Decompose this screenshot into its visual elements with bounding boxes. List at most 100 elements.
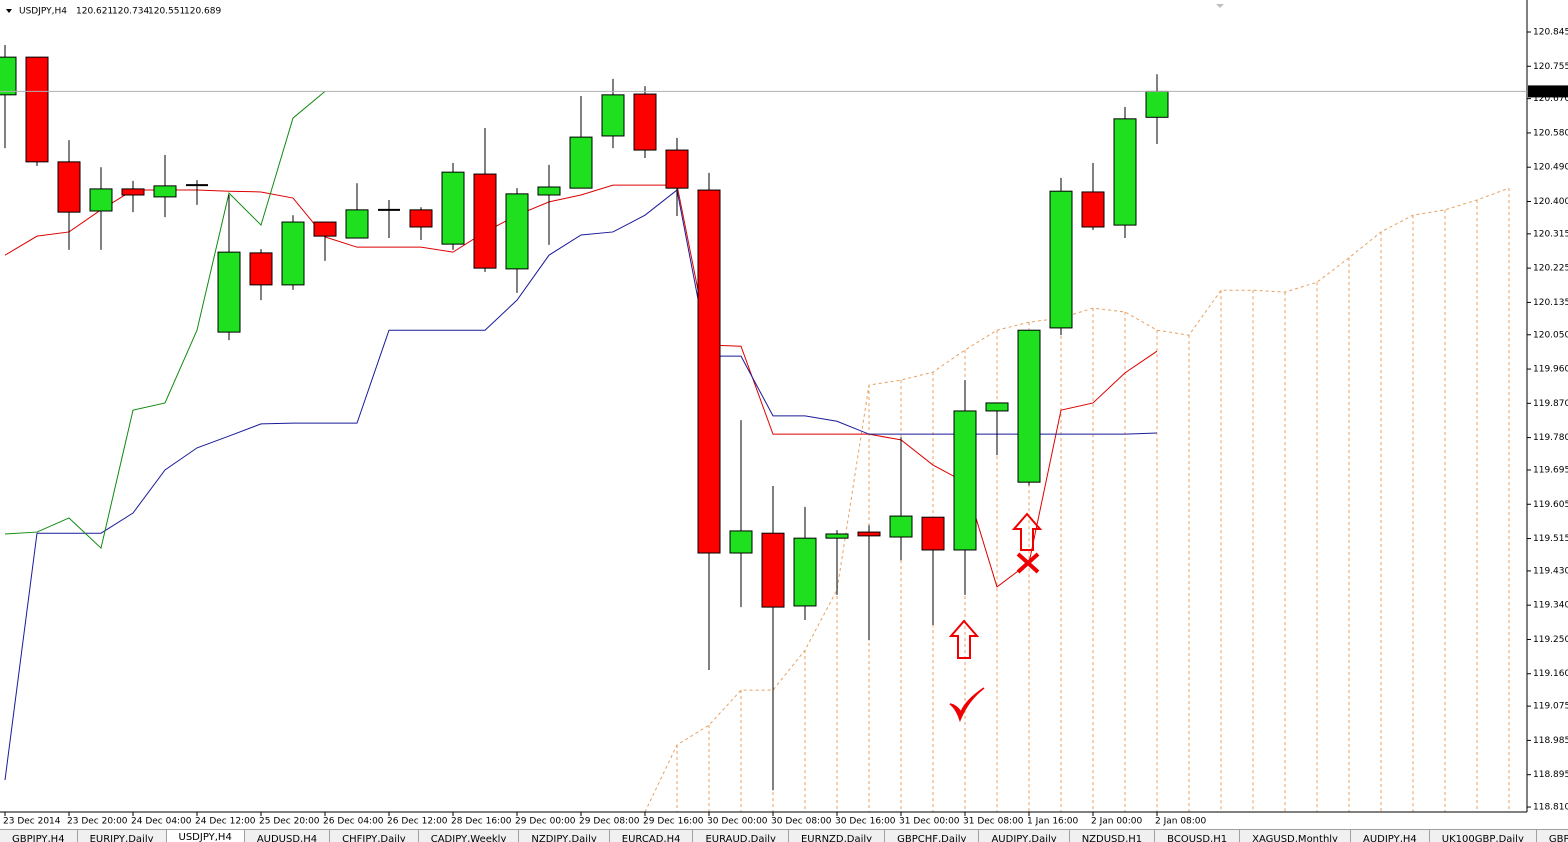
candle-body bbox=[217, 251, 241, 333]
x-tick-label: 31 Dec 00:00 bbox=[899, 817, 960, 827]
candle-body bbox=[313, 221, 337, 237]
tab[interactable]: EURNZD,Daily bbox=[789, 830, 886, 842]
candle-body bbox=[697, 189, 721, 554]
tab-bar: GBPJPY,H4 EURJPY,Daily USDJPY,H4 AUDUSD,H4 C… bbox=[0, 829, 1568, 842]
y-tick-label: 119.160 bbox=[1533, 669, 1568, 679]
candle-body bbox=[569, 136, 593, 189]
header-low: 120.551 bbox=[148, 7, 185, 17]
candle-body bbox=[953, 410, 977, 551]
x-tick-label: 24 Dec 12:00 bbox=[195, 817, 256, 827]
y-tick-label: 119.250 bbox=[1533, 635, 1568, 645]
y-tick-label: 120.225 bbox=[1533, 264, 1568, 274]
candle-body bbox=[505, 193, 529, 270]
candle-body bbox=[857, 531, 881, 537]
candle-body bbox=[825, 533, 849, 539]
tab[interactable]: EURCAD,H4 bbox=[610, 830, 694, 842]
y-tick-label: 120.490 bbox=[1533, 163, 1568, 173]
tab[interactable]: NZDJPY,Daily bbox=[519, 830, 610, 842]
candle-body bbox=[985, 402, 1009, 412]
tab[interactable]: EURAUD,Daily bbox=[693, 830, 789, 842]
candle-body bbox=[345, 209, 369, 239]
tab[interactable]: BCOUSD,H1 bbox=[1155, 830, 1241, 842]
tab[interactable]: AUDUSD,H4 bbox=[245, 830, 331, 842]
y-tick-label: 120.845 bbox=[1533, 27, 1568, 37]
candle-body bbox=[1049, 190, 1073, 329]
cross-mark bbox=[1016, 552, 1040, 574]
symbol: USDJPY,H4 bbox=[19, 7, 67, 17]
y-tick-label: 120.755 bbox=[1533, 62, 1568, 72]
tab[interactable]: UK100GBP,Daily bbox=[1430, 830, 1537, 842]
y-tick-label: 119.870 bbox=[1533, 399, 1568, 409]
y-tick-label: 118.895 bbox=[1533, 770, 1568, 780]
candle-body bbox=[153, 185, 177, 198]
y-tick-label: 119.430 bbox=[1533, 566, 1568, 576]
tab[interactable]: GBPJPY,H4 bbox=[0, 830, 78, 842]
indicator-line bbox=[4, 91, 326, 550]
x-tick-label: 30 Dec 08:00 bbox=[771, 817, 832, 827]
candle-body bbox=[921, 516, 945, 551]
candle-body bbox=[441, 171, 465, 245]
y-tick-label: 120.135 bbox=[1533, 298, 1568, 308]
x-tick-label: 26 Dec 04:00 bbox=[323, 817, 384, 827]
y-tick-label: 119.515 bbox=[1533, 534, 1568, 544]
y-tick-label: 118.985 bbox=[1533, 736, 1568, 746]
candle-body bbox=[25, 56, 49, 163]
header-high: 120.734 bbox=[112, 7, 149, 17]
x-tick-label: 25 Dec 20:00 bbox=[259, 817, 320, 827]
candle-body bbox=[249, 252, 273, 286]
scroll-marker bbox=[1216, 4, 1224, 8]
x-tick-label: 2 Jan 00:00 bbox=[1091, 817, 1143, 827]
menu-triangle bbox=[6, 9, 12, 13]
tab[interactable]: USDJPY,H4 bbox=[166, 830, 245, 842]
candle-body bbox=[409, 209, 433, 228]
x-tick-label: 30 Dec 00:00 bbox=[707, 817, 768, 827]
tab[interactable]: EURJPY,Daily bbox=[78, 830, 167, 842]
y-tick-label: 120.050 bbox=[1533, 330, 1568, 340]
x-tick-label: 23 Dec 2014 bbox=[3, 817, 61, 827]
y-tick-label: 119.960 bbox=[1533, 365, 1568, 375]
arrow-up bbox=[948, 619, 980, 659]
cloud-edge bbox=[644, 187, 1510, 813]
x-tick-label: 30 Dec 16:00 bbox=[835, 817, 896, 827]
x-tick-label: 2 Jan 08:00 bbox=[1155, 817, 1207, 827]
candle-body bbox=[57, 161, 81, 213]
x-tick-label: 29 Dec 16:00 bbox=[643, 817, 704, 827]
y-tick-label: 119.075 bbox=[1533, 702, 1568, 712]
candle-body bbox=[633, 93, 657, 151]
y-tick-label: 120.670 bbox=[1533, 94, 1568, 104]
x-tick-label: 29 Dec 08:00 bbox=[579, 817, 640, 827]
candle-body bbox=[537, 186, 561, 196]
candle-body bbox=[473, 173, 497, 269]
candle-body bbox=[761, 532, 785, 608]
tab[interactable]: AUDJPY,Daily bbox=[979, 830, 1070, 842]
tab[interactable]: NZDUSD,H1 bbox=[1070, 830, 1156, 842]
candle-body bbox=[281, 221, 305, 286]
candle-body bbox=[0, 56, 17, 96]
candle-body bbox=[601, 94, 625, 137]
candle-body bbox=[889, 515, 913, 538]
tab[interactable]: CHFJPY,Daily bbox=[330, 830, 419, 842]
tab[interactable]: XAGUSD,Monthly bbox=[1240, 830, 1351, 842]
x-tick-label: 31 Dec 08:00 bbox=[963, 817, 1024, 827]
y-tick-label: 120.580 bbox=[1533, 128, 1568, 138]
x-tick-label: 23 Dec 20:00 bbox=[67, 817, 128, 827]
tab[interactable]: GBPJPY,H4 bbox=[1537, 830, 1568, 842]
arrow-up bbox=[1011, 512, 1043, 551]
x-tick-label: 26 Dec 12:00 bbox=[387, 817, 448, 827]
tab[interactable]: CADJPY,Weekly bbox=[419, 830, 520, 842]
x-tick-label: 1 Jan 16:00 bbox=[1027, 817, 1079, 827]
tab[interactable]: GBPCHF,Daily bbox=[885, 830, 980, 842]
y-tick-label: 120.315 bbox=[1533, 229, 1568, 239]
y-tick-label: 119.605 bbox=[1533, 500, 1568, 510]
candle-body bbox=[793, 537, 817, 607]
header-open: 120.621 bbox=[76, 7, 113, 17]
y-tick-label: 120.400 bbox=[1533, 197, 1568, 207]
plot-area bbox=[0, 0, 1527, 812]
candle-body bbox=[665, 149, 689, 189]
tab[interactable]: AUDJPY,H4 bbox=[1351, 830, 1430, 842]
candle-body bbox=[729, 530, 753, 554]
chart-header: USDJPY,H4 120.621 120.734 120.551 120.68… bbox=[19, 7, 221, 17]
price-label: 120.689 bbox=[1531, 87, 1568, 97]
